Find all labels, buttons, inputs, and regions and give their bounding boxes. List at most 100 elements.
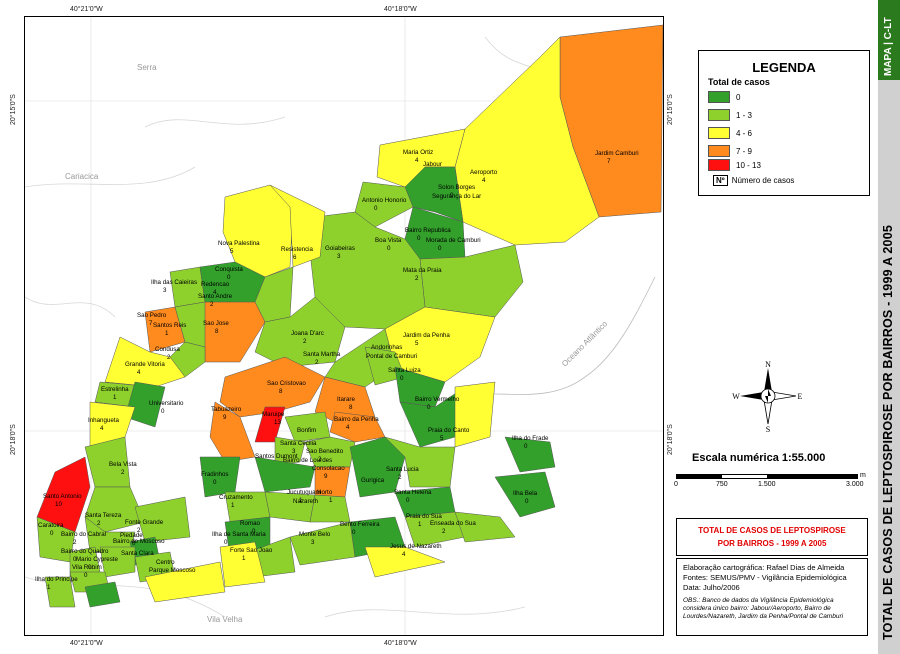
- neighborhood-label: Boa Vista: [375, 237, 402, 244]
- neighborhood-label: Santa Tereza: [85, 512, 122, 519]
- neighborhood-label: Horto: [317, 489, 333, 496]
- credits-author: Elaboração cartográfica: Rafael Dias de …: [683, 563, 845, 572]
- legend-row: 10 - 13: [708, 159, 761, 171]
- neighborhood-label: Bairro do Quadro: [61, 548, 109, 555]
- polygon-centro: [144, 561, 226, 603]
- neighborhood-case-count: 4: [213, 289, 217, 296]
- scale-segment: [677, 475, 722, 478]
- neighborhood-label: Piedade: [120, 532, 143, 539]
- neighborhood-label: Ilha do Frade: [512, 435, 549, 442]
- map-title-line1: TOTAL DE CASOS DE LEPTOSPIROSE: [698, 526, 846, 535]
- neighborhood-label: Bairro do Cabral: [61, 531, 106, 538]
- neighborhood-label: Jardim da Penha: [403, 332, 450, 339]
- neighborhood-case-count: 2: [442, 528, 446, 535]
- neighborhood-case-count: 8: [215, 328, 219, 335]
- polygon-ilha-do-frade: [504, 436, 556, 473]
- neighborhood-polygons: [36, 24, 663, 608]
- neighborhood-label: Santo Antonio: [43, 493, 82, 500]
- side-tag: [878, 0, 900, 80]
- legend-label: 0: [736, 92, 741, 102]
- neighborhood-label: Jardim Camburi: [595, 150, 639, 157]
- coord-right-2: 20°18'0"S: [667, 424, 674, 455]
- legend-label: 10 - 13: [736, 160, 761, 170]
- neighborhood-label: Sao Benedito: [306, 448, 344, 455]
- neighborhood-case-count: 0: [352, 529, 356, 536]
- neighborhood-case-count: 4: [402, 551, 406, 558]
- compass-rose-icon: N S E W: [732, 360, 802, 432]
- legend-swatch: [708, 91, 730, 103]
- neighborhood-case-count: 2: [303, 338, 307, 345]
- polygon-jucutuquara: [264, 491, 316, 523]
- neighborhood-label: Mata da Praia: [403, 267, 442, 274]
- scale-segment: [767, 475, 857, 478]
- polygon-sao-jose: [204, 301, 266, 363]
- neighborhood-case-count: 3: [337, 253, 341, 260]
- neighborhood-case-count: 9: [324, 473, 328, 480]
- neighborhood-label: Maruipe: [262, 411, 285, 418]
- coord-left-2: 20°18'0"S: [10, 424, 17, 455]
- neighborhood-case-count: 3: [163, 287, 167, 294]
- neighborhood-label: Solon Borges: [438, 184, 475, 191]
- neighborhood-case-count: 0: [161, 408, 165, 415]
- neighborhood-label: Cruzamento: [219, 494, 253, 501]
- coord-top-1: 40°21'0"W: [70, 6, 103, 13]
- polygon-fonte-grande: [134, 496, 191, 543]
- polygon-praia-do-canto: [454, 381, 496, 448]
- neighborhood-case-count: 2: [315, 359, 319, 366]
- polygon-vila-rubim: [84, 581, 121, 608]
- neighborhood-label: Universitario: [149, 400, 184, 407]
- legend-swatch: [708, 127, 730, 139]
- neighborhood-label: Santos Dumont: [255, 453, 298, 460]
- coord-left-1: 20°15'0"S: [10, 94, 17, 125]
- compass-s: S: [766, 425, 770, 432]
- compass-w: W: [732, 392, 740, 401]
- neighborhood-case-count: 9: [223, 414, 227, 421]
- legend-row: 1 - 3: [708, 109, 752, 121]
- neighborhood-case-count: 2: [121, 469, 125, 476]
- neighborhood-case-count: 0: [417, 235, 421, 242]
- polygon-ilha-das-caieiras: [169, 266, 206, 308]
- region-cariacica-label: Cariacica: [65, 172, 99, 181]
- neighborhood-label: Bairro da Penha: [334, 416, 379, 423]
- polygon-bairro-do-moscoso: [99, 546, 136, 578]
- legend-label: 4 - 6: [736, 128, 753, 138]
- polygon-grande-vitoria: [104, 336, 186, 388]
- neighborhood-case-count: 0: [227, 274, 231, 281]
- neighborhood-case-count: 0: [525, 498, 529, 505]
- side-title-text: TOTAL DE CASOS DE LEPTOSPIROSE POR BAIRR…: [881, 224, 895, 640]
- polygon-sao-cristovao: [219, 356, 326, 418]
- polygon-bairro-da-penha: [329, 411, 386, 443]
- legend-label: 1 - 3: [736, 110, 753, 120]
- credits-date: Data: Julho/2006: [683, 583, 740, 592]
- legend-subtitle: Total de casos: [708, 77, 770, 87]
- neighborhood-case-count: 0: [88, 564, 92, 571]
- region-serra-label: Serra: [137, 63, 157, 72]
- neighborhood-case-count: 0: [224, 539, 228, 546]
- neighborhood-label: Santa Cecilia: [280, 440, 317, 447]
- neighborhood-label: Redencao: [201, 281, 230, 288]
- neighborhood-label: Parque Moscoso: [149, 567, 196, 574]
- polygon-enseada-do-sua: [454, 511, 516, 543]
- neighborhood-case-count: 0: [427, 404, 431, 411]
- neighborhood-label: Santa Clara: [121, 550, 154, 557]
- choropleth-map: Serra Cariacica Vila Velha Oceano Atlânt…: [25, 17, 663, 635]
- neighborhood-case-count: 0: [438, 245, 442, 252]
- neighborhood-label: Jucutuquara: [287, 489, 322, 496]
- neighborhood-case-count: 2: [137, 527, 141, 534]
- coord-bottom-1: 40°21'0"W: [70, 640, 103, 647]
- legend-title: LEGENDA: [752, 60, 816, 75]
- neighborhood-case-count: 0: [450, 192, 454, 199]
- neighborhood-label: Santa Martha: [303, 351, 341, 358]
- neighborhood-label: Bairro de Lourdes: [283, 457, 332, 464]
- neighborhood-case-count: 2: [97, 520, 101, 527]
- coastline: [464, 276, 656, 398]
- neighborhood-case-count: 0: [84, 572, 88, 579]
- neighborhood-label: Grande Vitoria: [125, 361, 165, 368]
- polygon-antonio-honorio: [354, 181, 414, 228]
- neighborhood-case-count: 4: [346, 424, 350, 431]
- neighborhood-case-count: 0: [132, 540, 136, 547]
- credits-obs: OBS.: Banco de dados da Vigilância Epide…: [683, 597, 844, 620]
- credits-box: Elaboração cartográfica: Rafael Dias de …: [676, 558, 868, 636]
- polygon-gurigica: [349, 436, 406, 498]
